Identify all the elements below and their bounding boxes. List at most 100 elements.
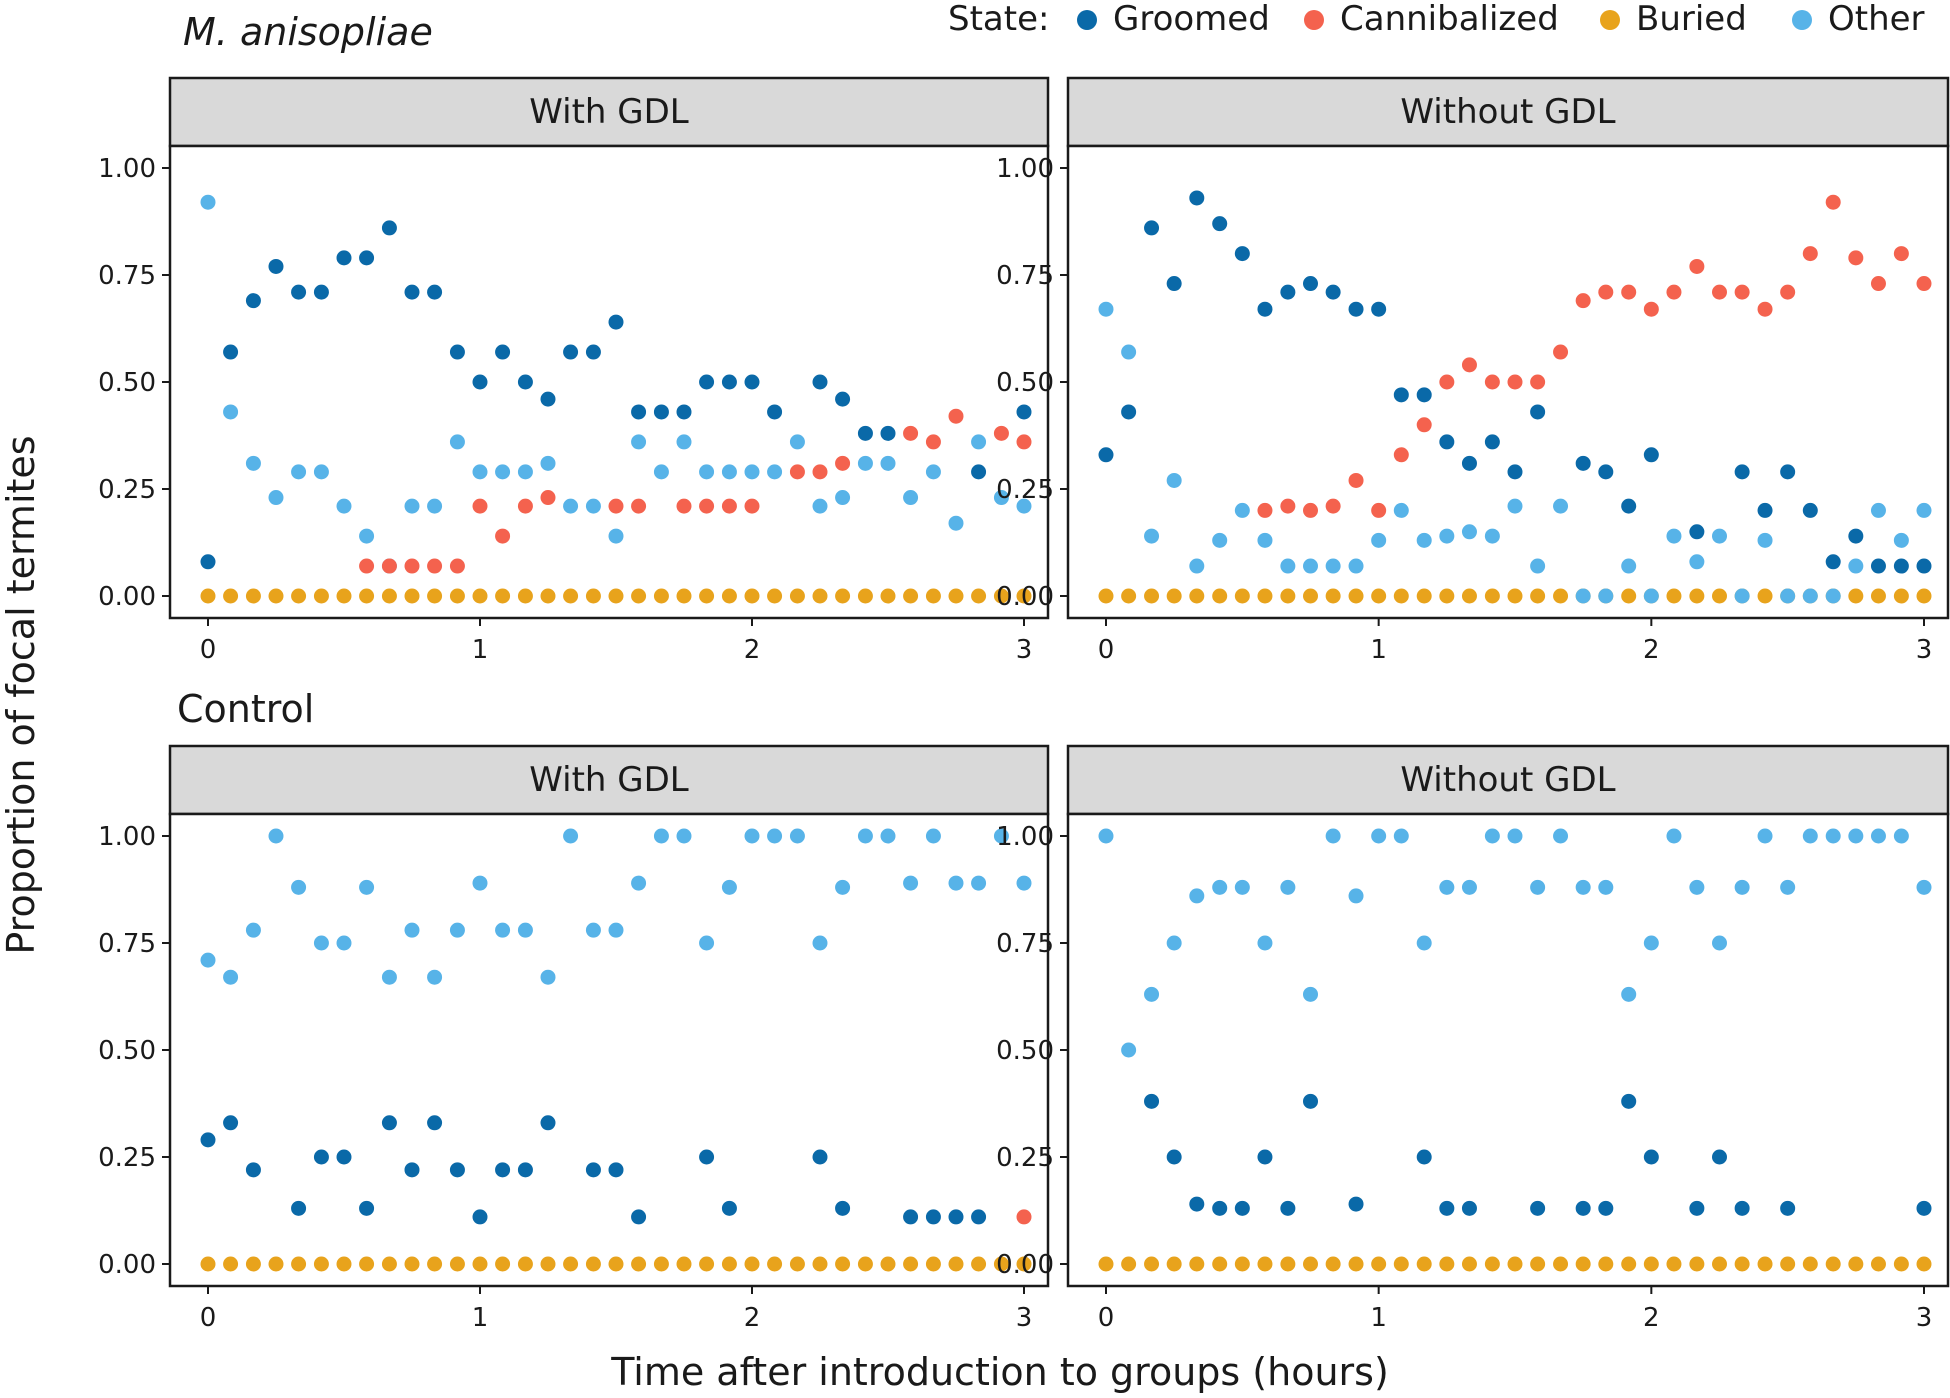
point-groomed xyxy=(1393,387,1409,403)
point-other xyxy=(925,464,941,480)
point-cannibalized xyxy=(427,558,443,574)
point-other xyxy=(472,875,488,891)
point-other xyxy=(1303,986,1318,1002)
point-other xyxy=(268,490,284,506)
y-tick-label: 0.00 xyxy=(98,1250,156,1280)
point-other xyxy=(1825,828,1841,844)
point-groomed xyxy=(1916,1200,1932,1216)
point-other xyxy=(1757,828,1773,844)
point-groomed xyxy=(563,344,579,360)
point-buried xyxy=(472,588,488,604)
point-other xyxy=(971,434,987,450)
point-groomed xyxy=(1598,1200,1614,1216)
point-other xyxy=(291,464,307,480)
legend-key-groomed xyxy=(1077,10,1097,30)
point-groomed xyxy=(1643,447,1659,463)
point-groomed xyxy=(381,220,397,236)
point-other xyxy=(993,828,1009,844)
point-groomed xyxy=(812,374,828,390)
point-other xyxy=(1893,828,1909,844)
point-other xyxy=(1507,498,1523,514)
series-cannibalized xyxy=(359,408,1032,574)
panel-m-anisopliae-without-gdl: Without GDL 0.00 0.25 0.50 0.75 1.00 0 1 2 3 xyxy=(996,76,1950,665)
point-cannibalized xyxy=(1734,284,1750,300)
point-other xyxy=(449,922,465,938)
point-other xyxy=(1802,828,1818,844)
point-groomed xyxy=(359,1200,375,1216)
legend-key-buried xyxy=(1600,10,1620,30)
point-buried xyxy=(1461,588,1477,604)
point-groomed xyxy=(1870,558,1886,574)
point-buried xyxy=(1303,1256,1318,1272)
point-groomed xyxy=(1348,1196,1364,1212)
point-other xyxy=(200,194,216,210)
point-other xyxy=(1016,875,1032,891)
x-tick-label: 2 xyxy=(1643,635,1660,665)
point-cannibalized xyxy=(1416,417,1432,433)
strip-label: Without GDL xyxy=(1400,92,1615,132)
point-buried xyxy=(1621,1256,1637,1272)
point-groomed xyxy=(721,1200,737,1216)
section-title-m-anisopliae: M. anisopliae xyxy=(183,10,433,54)
point-buried xyxy=(313,588,329,604)
point-groomed xyxy=(880,425,896,441)
point-other xyxy=(676,828,692,844)
point-buried xyxy=(1893,1256,1909,1272)
strip-label: With GDL xyxy=(529,92,689,132)
point-other xyxy=(721,879,737,895)
point-other xyxy=(540,455,556,471)
point-groomed xyxy=(767,404,783,420)
point-groomed xyxy=(744,374,760,390)
point-other xyxy=(1734,588,1750,604)
point-buried xyxy=(744,588,760,604)
point-groomed xyxy=(1098,447,1114,463)
point-buried xyxy=(1016,1256,1032,1272)
point-other xyxy=(812,498,828,514)
point-buried xyxy=(1121,1256,1137,1272)
point-groomed xyxy=(1234,246,1250,262)
point-other xyxy=(1144,528,1160,544)
point-groomed xyxy=(1757,502,1773,518)
point-buried xyxy=(676,1256,692,1272)
strip-background xyxy=(1066,744,1950,816)
point-buried xyxy=(631,1256,647,1272)
point-buried xyxy=(1325,1256,1341,1272)
point-buried xyxy=(971,1256,987,1272)
point-groomed xyxy=(1621,1093,1637,1109)
point-cannibalized xyxy=(1598,284,1614,300)
point-other xyxy=(313,464,329,480)
y-tick-label: 1.00 xyxy=(996,822,1054,852)
point-buried xyxy=(653,1256,669,1272)
point-buried xyxy=(540,1256,556,1272)
point-groomed xyxy=(1303,1093,1318,1109)
point-buried xyxy=(880,1256,896,1272)
point-buried xyxy=(835,1256,851,1272)
point-other xyxy=(223,404,239,420)
point-buried xyxy=(517,588,533,604)
point-buried xyxy=(1144,588,1160,604)
point-other xyxy=(1621,986,1637,1002)
point-other xyxy=(1348,558,1364,574)
point-cannibalized xyxy=(1461,357,1477,373)
point-groomed xyxy=(1166,276,1182,292)
point-groomed xyxy=(1212,216,1228,232)
point-buried xyxy=(1666,1256,1682,1272)
point-buried xyxy=(948,1256,964,1272)
point-groomed xyxy=(540,391,556,407)
point-other xyxy=(245,922,261,938)
point-groomed xyxy=(971,1209,987,1225)
point-groomed xyxy=(449,344,465,360)
point-groomed xyxy=(495,344,511,360)
y-tick-label: 1.00 xyxy=(98,822,156,852)
point-other xyxy=(517,464,533,480)
series-buried xyxy=(200,588,1032,604)
point-buried xyxy=(1121,588,1137,604)
point-other xyxy=(1098,301,1114,317)
legend-title: State: xyxy=(948,0,1049,39)
point-buried xyxy=(699,588,715,604)
point-buried xyxy=(1166,588,1182,604)
point-buried xyxy=(608,1256,624,1272)
point-buried xyxy=(336,1256,352,1272)
point-groomed xyxy=(1257,1149,1273,1165)
point-groomed xyxy=(1257,301,1273,317)
